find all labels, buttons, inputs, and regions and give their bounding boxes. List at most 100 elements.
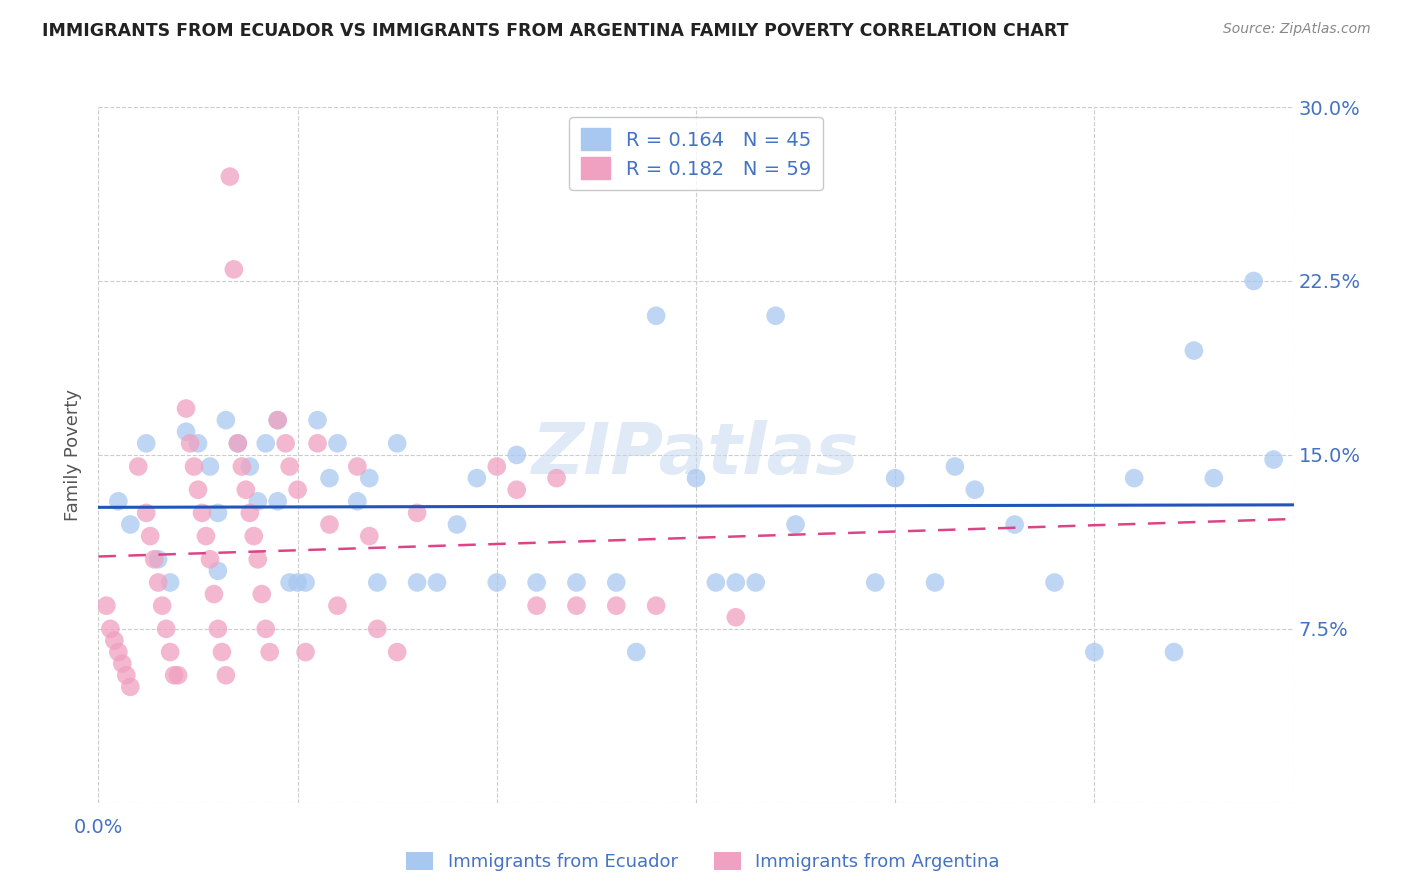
Point bbox=[187, 436, 209, 450]
Point bbox=[198, 552, 221, 566]
Point bbox=[605, 575, 627, 590]
Point bbox=[250, 587, 273, 601]
Legend: R = 0.164   N = 45, R = 0.182   N = 59: R = 0.164 N = 45, R = 0.182 N = 59 bbox=[569, 117, 823, 190]
Point bbox=[207, 622, 229, 636]
Point bbox=[346, 494, 368, 508]
Point bbox=[924, 575, 946, 590]
Point bbox=[385, 645, 409, 659]
Point bbox=[526, 599, 548, 613]
Point bbox=[605, 599, 627, 613]
Point bbox=[174, 425, 197, 439]
Point bbox=[135, 506, 157, 520]
Point bbox=[745, 575, 768, 590]
Point bbox=[195, 529, 218, 543]
Point bbox=[1004, 517, 1026, 532]
Point bbox=[219, 169, 242, 184]
Point bbox=[385, 436, 409, 450]
Point bbox=[246, 552, 269, 566]
Text: IMMIGRANTS FROM ECUADOR VS IMMIGRANTS FROM ARGENTINA FAMILY POVERTY CORRELATION : IMMIGRANTS FROM ECUADOR VS IMMIGRANTS FR… bbox=[42, 22, 1069, 40]
Point bbox=[465, 471, 488, 485]
Y-axis label: Family Poverty: Family Poverty bbox=[65, 389, 83, 521]
Point bbox=[1202, 471, 1225, 485]
Point bbox=[187, 483, 209, 497]
Point bbox=[1043, 575, 1066, 590]
Point bbox=[183, 459, 205, 474]
Point bbox=[239, 506, 262, 520]
Point bbox=[278, 459, 301, 474]
Point bbox=[546, 471, 568, 485]
Point bbox=[785, 517, 807, 532]
Point bbox=[127, 459, 149, 474]
Point bbox=[724, 610, 747, 624]
Point bbox=[96, 599, 118, 613]
Point bbox=[307, 413, 329, 427]
Point bbox=[226, 436, 249, 450]
Point bbox=[179, 436, 201, 450]
Point bbox=[526, 575, 548, 590]
Text: 0.0%: 0.0% bbox=[73, 818, 124, 837]
Point bbox=[294, 575, 316, 590]
Point bbox=[506, 483, 529, 497]
Point bbox=[267, 413, 290, 427]
Text: Source: ZipAtlas.com: Source: ZipAtlas.com bbox=[1223, 22, 1371, 37]
Point bbox=[143, 552, 166, 566]
Point bbox=[191, 506, 214, 520]
Point bbox=[1263, 452, 1285, 467]
Point bbox=[267, 494, 290, 508]
Point bbox=[963, 483, 986, 497]
Point bbox=[426, 575, 449, 590]
Point bbox=[198, 459, 221, 474]
Point bbox=[107, 645, 129, 659]
Point bbox=[287, 575, 309, 590]
Point bbox=[865, 575, 887, 590]
Point bbox=[98, 622, 122, 636]
Point bbox=[111, 657, 134, 671]
Point bbox=[406, 575, 429, 590]
Point bbox=[943, 459, 966, 474]
Point bbox=[246, 494, 269, 508]
Point bbox=[226, 436, 249, 450]
Point bbox=[243, 529, 266, 543]
Point bbox=[254, 622, 277, 636]
Point bbox=[326, 599, 349, 613]
Point bbox=[163, 668, 186, 682]
Point bbox=[150, 599, 173, 613]
Point bbox=[139, 529, 162, 543]
Point bbox=[346, 459, 368, 474]
Point bbox=[278, 575, 301, 590]
Point bbox=[307, 436, 329, 450]
Point bbox=[274, 436, 297, 450]
Point bbox=[645, 309, 668, 323]
Point bbox=[359, 471, 381, 485]
Point bbox=[1243, 274, 1265, 288]
Point bbox=[294, 645, 316, 659]
Point bbox=[107, 494, 129, 508]
Point bbox=[207, 506, 229, 520]
Point bbox=[115, 668, 138, 682]
Point bbox=[359, 529, 381, 543]
Legend: Immigrants from Ecuador, Immigrants from Argentina: Immigrants from Ecuador, Immigrants from… bbox=[399, 845, 1007, 879]
Point bbox=[155, 622, 177, 636]
Point bbox=[167, 668, 190, 682]
Point bbox=[215, 413, 238, 427]
Point bbox=[148, 575, 170, 590]
Point bbox=[485, 575, 508, 590]
Point bbox=[485, 459, 508, 474]
Point bbox=[120, 680, 142, 694]
Point bbox=[724, 575, 747, 590]
Point bbox=[704, 575, 727, 590]
Point bbox=[884, 471, 907, 485]
Point bbox=[207, 564, 229, 578]
Point bbox=[254, 436, 277, 450]
Point bbox=[765, 309, 787, 323]
Point bbox=[565, 599, 588, 613]
Point bbox=[366, 622, 388, 636]
Point bbox=[148, 552, 170, 566]
Point bbox=[1163, 645, 1185, 659]
Point bbox=[103, 633, 125, 648]
Point bbox=[202, 587, 225, 601]
Point bbox=[211, 645, 233, 659]
Point bbox=[222, 262, 245, 277]
Point bbox=[318, 517, 340, 532]
Point bbox=[1123, 471, 1146, 485]
